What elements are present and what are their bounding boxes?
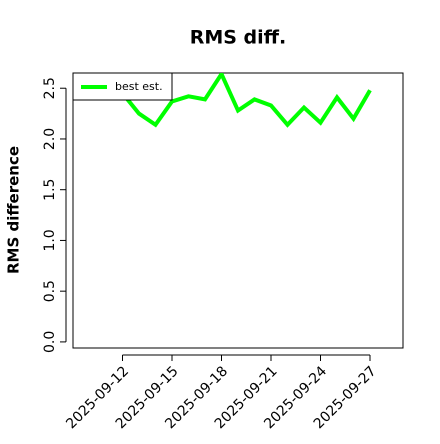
- y-tick-label: 1.0: [42, 229, 58, 251]
- y-tick-label: 2.0: [42, 128, 58, 150]
- y-tick-label: 2.5: [42, 77, 58, 99]
- legend-label: best est.: [115, 80, 163, 93]
- plot-area: [120, 73, 372, 128]
- chart-title: RMS diff.: [190, 27, 287, 49]
- y-axis-label: RMS difference: [5, 146, 23, 274]
- data-line: [120, 73, 372, 128]
- y-tick-label: 0.0: [42, 331, 58, 353]
- y-tick-label: 0.5: [42, 280, 58, 302]
- plot-frame: [72, 72, 404, 349]
- y-tick-label: 1.5: [42, 179, 58, 201]
